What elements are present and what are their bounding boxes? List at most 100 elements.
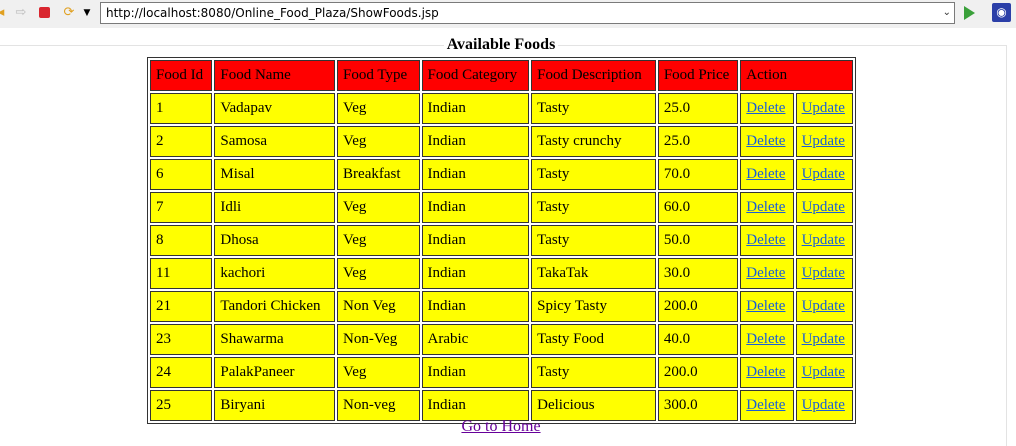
cell-food-id: 6 <box>150 159 213 190</box>
cell-food-price: 30.0 <box>657 258 739 289</box>
table-row: 21 Tandori Chicken Non Veg Indian Spicy Tast… <box>150 291 853 322</box>
cell-delete: Delete <box>740 225 794 256</box>
cell-update: Update <box>795 390 853 421</box>
delete-link[interactable]: Delete <box>746 298 786 314</box>
update-link[interactable]: Update <box>801 199 845 215</box>
cell-food-id: 7 <box>150 192 213 223</box>
cell-food-id: 21 <box>150 291 213 322</box>
cell-update: Update <box>795 324 853 355</box>
header-food-type: Food Type <box>337 60 420 91</box>
table-row: 24 PalakPaneer Veg Indian Tasty 200.0 Delete Up… <box>150 357 853 388</box>
delete-link[interactable]: Delete <box>746 397 786 413</box>
delete-link[interactable]: Delete <box>746 199 786 215</box>
cell-food-name: Idli <box>214 192 336 223</box>
cell-update: Update <box>795 291 853 322</box>
cell-food-name: Samosa <box>214 126 336 157</box>
cell-food-type: Veg <box>337 357 420 388</box>
cell-food-category: Indian <box>421 291 530 322</box>
cell-food-name: PalakPaneer <box>214 357 336 388</box>
cell-update: Update <box>795 126 853 157</box>
browser-toolbar: ◂ ⇨ ⟳ ▼ http://localhost:8080/Online_Foo… <box>0 0 1016 28</box>
delete-link[interactable]: Delete <box>746 133 786 149</box>
url-dropdown-icon[interactable]: ⌄ <box>942 7 951 18</box>
update-link[interactable]: Update <box>801 232 845 248</box>
cell-food-name: Vadapav <box>214 93 336 124</box>
cell-food-price: 200.0 <box>657 357 739 388</box>
cell-update: Update <box>795 357 853 388</box>
history-dropdown-icon[interactable]: ▼ <box>83 8 91 18</box>
table-row: 23 Shawarma Non-Veg Arabic Tasty Food 40.0 Del… <box>150 324 853 355</box>
cell-food-description: Tasty crunchy <box>531 126 656 157</box>
delete-link[interactable]: Delete <box>746 100 786 116</box>
cell-food-category: Indian <box>421 357 530 388</box>
header-food-price: Food Price <box>657 60 739 91</box>
cell-food-description: Tasty <box>531 93 656 124</box>
update-link[interactable]: Update <box>801 298 845 314</box>
table-row: 8 Dhosa Veg Indian Tasty 50.0 Delete Update <box>150 225 853 256</box>
cell-delete: Delete <box>740 192 794 223</box>
cell-food-description: Tasty <box>531 225 656 256</box>
cell-food-category: Indian <box>421 390 530 421</box>
table-row: 6 Misal Breakfast Indian Tasty 70.0 Delete Upda… <box>150 159 853 190</box>
cell-delete: Delete <box>740 93 794 124</box>
cell-food-id: 8 <box>150 225 213 256</box>
cell-food-id: 1 <box>150 93 213 124</box>
stop-icon[interactable] <box>37 6 51 20</box>
update-link[interactable]: Update <box>801 364 845 380</box>
cell-food-category: Indian <box>421 192 530 223</box>
cell-delete: Delete <box>740 126 794 157</box>
update-link[interactable]: Update <box>801 166 845 182</box>
cell-food-type: Veg <box>337 258 420 289</box>
cell-food-type: Non-veg <box>337 390 420 421</box>
cell-update: Update <box>795 159 853 190</box>
refresh-icon[interactable]: ⟳ <box>63 5 75 20</box>
cell-food-type: Breakfast <box>337 159 420 190</box>
cell-delete: Delete <box>740 390 794 421</box>
update-link[interactable]: Update <box>801 331 845 347</box>
cell-update: Update <box>795 225 853 256</box>
update-link[interactable]: Update <box>801 265 845 281</box>
table-header-row: Food Id Food Name Food Type Food Categor… <box>150 60 853 91</box>
cell-delete: Delete <box>740 324 794 355</box>
cell-food-type: Veg <box>337 225 420 256</box>
delete-link[interactable]: Delete <box>746 265 786 281</box>
go-to-home-link[interactable]: Go to Home <box>461 418 541 435</box>
update-link[interactable]: Update <box>801 397 845 413</box>
cell-food-price: 25.0 <box>657 93 739 124</box>
go-icon[interactable] <box>964 6 975 20</box>
update-link[interactable]: Update <box>801 100 845 116</box>
cell-food-category: Indian <box>421 258 530 289</box>
update-link[interactable]: Update <box>801 133 845 149</box>
cell-food-type: Veg <box>337 93 420 124</box>
address-bar[interactable]: http://localhost:8080/Online_Food_Plaza/… <box>100 2 955 24</box>
delete-link[interactable]: Delete <box>746 331 786 347</box>
cell-food-name: Biryani <box>214 390 336 421</box>
cell-delete: Delete <box>740 159 794 190</box>
table-row: 11 kachori Veg Indian TakaTak 30.0 Delete Updat… <box>150 258 853 289</box>
cell-update: Update <box>795 192 853 223</box>
back-icon[interactable]: ◂ <box>0 5 5 20</box>
extension-icon[interactable]: ◉ <box>992 3 1011 22</box>
cell-food-price: 70.0 <box>657 159 739 190</box>
header-food-category: Food Category <box>421 60 530 91</box>
forward-icon[interactable]: ⇨ <box>15 5 27 20</box>
cell-food-price: 50.0 <box>657 225 739 256</box>
cell-food-category: Indian <box>421 159 530 190</box>
cell-food-id: 25 <box>150 390 213 421</box>
url-text: http://localhost:8080/Online_Food_Plaza/… <box>106 6 439 20</box>
header-food-id: Food Id <box>150 60 213 91</box>
cell-food-description: Tasty <box>531 159 656 190</box>
delete-link[interactable]: Delete <box>746 166 786 182</box>
cell-food-description: Spicy Tasty <box>531 291 656 322</box>
delete-link[interactable]: Delete <box>746 364 786 380</box>
page-title-text: Available Foods <box>443 36 559 53</box>
delete-link[interactable]: Delete <box>746 232 786 248</box>
cell-update: Update <box>795 93 853 124</box>
cell-food-id: 11 <box>150 258 213 289</box>
table-row: 2 Samosa Veg Indian Tasty crunchy 25.0 Delete U… <box>150 126 853 157</box>
cell-food-name: Misal <box>214 159 336 190</box>
cell-food-description: Tasty <box>531 357 656 388</box>
cell-food-category: Indian <box>421 225 530 256</box>
cell-food-id: 2 <box>150 126 213 157</box>
cell-food-type: Non-Veg <box>337 324 420 355</box>
